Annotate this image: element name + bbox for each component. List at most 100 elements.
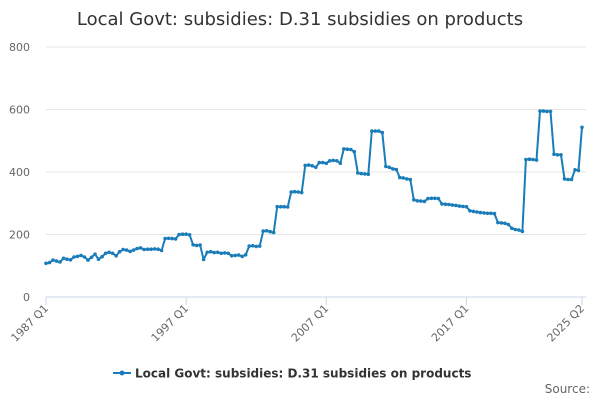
data-point[interactable] <box>440 202 444 206</box>
data-point[interactable] <box>464 204 469 209</box>
data-point[interactable] <box>310 164 315 168</box>
data-point[interactable] <box>377 129 381 133</box>
data-point[interactable] <box>496 220 500 225</box>
data-point[interactable] <box>212 250 216 255</box>
data-point[interactable] <box>275 204 280 209</box>
data-point[interactable] <box>391 167 395 171</box>
data-point[interactable] <box>264 229 269 233</box>
data-point[interactable] <box>422 199 427 204</box>
data-point[interactable] <box>177 232 181 237</box>
data-point[interactable] <box>352 149 357 154</box>
data-point[interactable] <box>520 229 525 234</box>
data-point[interactable] <box>278 204 283 209</box>
data-point[interactable] <box>51 258 55 262</box>
data-point[interactable] <box>482 211 486 215</box>
data-point[interactable] <box>86 258 90 262</box>
data-point[interactable] <box>72 255 76 259</box>
data-point[interactable] <box>170 236 174 241</box>
data-point[interactable] <box>426 196 430 201</box>
data-point[interactable] <box>559 153 563 157</box>
data-point[interactable] <box>450 203 455 207</box>
data-point[interactable] <box>163 236 167 241</box>
data-point[interactable] <box>457 204 462 208</box>
data-point[interactable] <box>159 248 164 253</box>
data-point[interactable] <box>419 199 423 203</box>
data-point[interactable] <box>499 221 504 225</box>
data-point[interactable] <box>328 159 332 163</box>
data-point[interactable] <box>82 255 87 259</box>
data-point[interactable] <box>194 243 199 248</box>
data-point[interactable] <box>219 251 223 256</box>
data-point[interactable] <box>233 253 237 258</box>
data-point[interactable] <box>208 249 213 254</box>
data-point[interactable] <box>289 190 294 194</box>
data-point[interactable] <box>79 253 83 258</box>
data-point[interactable] <box>412 198 416 202</box>
data-point[interactable] <box>359 171 364 176</box>
data-point[interactable] <box>243 253 248 257</box>
data-point[interactable] <box>306 163 311 167</box>
data-point[interactable] <box>229 254 234 258</box>
data-point[interactable] <box>201 257 206 262</box>
data-point[interactable] <box>103 251 108 256</box>
data-point[interactable] <box>75 254 80 259</box>
data-point[interactable] <box>331 158 336 163</box>
data-point[interactable] <box>394 167 399 172</box>
data-point[interactable] <box>489 211 493 216</box>
data-point[interactable] <box>145 247 150 251</box>
data-point[interactable] <box>89 255 94 260</box>
data-point[interactable] <box>114 254 118 258</box>
data-point[interactable] <box>531 157 535 162</box>
data-point[interactable] <box>429 196 434 201</box>
data-point[interactable] <box>408 177 413 182</box>
data-point[interactable] <box>314 165 318 170</box>
data-point[interactable] <box>54 259 59 263</box>
data-point[interactable] <box>303 163 308 168</box>
data-point[interactable] <box>569 177 574 182</box>
data-point[interactable] <box>366 172 371 176</box>
data-point[interactable] <box>250 244 255 248</box>
data-point[interactable] <box>131 248 136 252</box>
data-point[interactable] <box>524 157 528 162</box>
data-point[interactable] <box>261 229 266 233</box>
data-point[interactable] <box>184 232 188 236</box>
data-point[interactable] <box>96 257 101 262</box>
data-point[interactable] <box>198 243 202 247</box>
data-point[interactable] <box>61 256 66 261</box>
data-point[interactable] <box>576 168 581 173</box>
data-point[interactable] <box>285 205 290 209</box>
data-point[interactable] <box>405 177 409 181</box>
data-point[interactable] <box>205 250 209 255</box>
data-point[interactable] <box>149 247 153 251</box>
data-point[interactable] <box>548 109 553 114</box>
data-point[interactable] <box>471 209 476 214</box>
data-point[interactable] <box>58 260 62 264</box>
data-point[interactable] <box>110 251 115 256</box>
data-point[interactable] <box>398 175 402 180</box>
data-point[interactable] <box>222 251 227 255</box>
data-point[interactable] <box>335 159 339 163</box>
data-point[interactable] <box>138 246 143 250</box>
data-point[interactable] <box>268 229 273 234</box>
data-point[interactable] <box>321 160 325 165</box>
data-point[interactable] <box>236 253 241 257</box>
data-point[interactable] <box>492 211 497 216</box>
legend[interactable]: Local Govt: subsidies: D.31 subsidies on… <box>113 367 471 381</box>
data-point[interactable] <box>454 203 458 208</box>
data-point[interactable] <box>117 249 122 254</box>
data-point[interactable] <box>107 250 111 255</box>
data-point[interactable] <box>100 254 104 259</box>
data-point[interactable] <box>552 152 556 156</box>
data-point[interactable] <box>93 252 97 256</box>
data-point[interactable] <box>468 209 472 213</box>
data-point[interactable] <box>356 171 360 175</box>
data-point[interactable] <box>513 227 518 232</box>
data-point[interactable] <box>345 147 350 151</box>
data-point[interactable] <box>240 254 244 259</box>
data-point[interactable] <box>566 177 570 182</box>
data-point[interactable] <box>254 244 258 249</box>
data-point[interactable] <box>65 257 69 262</box>
data-point[interactable] <box>555 153 560 157</box>
data-point[interactable] <box>142 247 146 252</box>
data-point[interactable] <box>166 236 171 241</box>
